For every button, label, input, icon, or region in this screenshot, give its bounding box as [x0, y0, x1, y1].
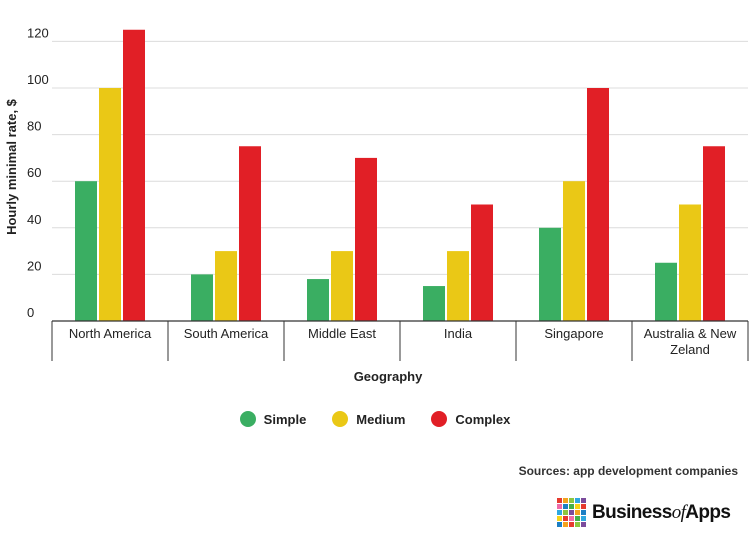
bar-medium — [99, 88, 121, 321]
logo-tile — [575, 498, 580, 503]
category-label: Middle East — [308, 326, 376, 341]
logo-tile — [557, 522, 562, 527]
bar-medium — [563, 181, 585, 321]
x-axis — [51, 320, 749, 361]
category-label: North America — [69, 326, 152, 341]
y-axis-title: Hourly minimal rate, $ — [4, 98, 19, 235]
category-label: South America — [184, 326, 269, 341]
logo-tile — [569, 498, 574, 503]
bars — [75, 29, 725, 321]
category-label: Australia & New — [644, 326, 737, 341]
bar-complex — [587, 88, 609, 321]
bar-medium — [215, 251, 237, 321]
legend-swatch — [239, 411, 256, 427]
y-tick-label: 0 — [27, 305, 34, 320]
legend-item-medium: Medium — [332, 411, 405, 427]
logo-tile — [581, 498, 586, 503]
y-tick-label: 80 — [27, 119, 41, 134]
logo-tile — [581, 522, 586, 527]
brand-logo-icon — [557, 498, 586, 527]
logo-tile — [563, 516, 568, 521]
logo-tile — [575, 510, 580, 515]
logo-tile — [557, 504, 562, 509]
bar-medium — [679, 204, 701, 321]
logo-tile — [581, 516, 586, 521]
legend-item-simple: Simple — [239, 411, 307, 427]
logo-tile — [581, 504, 586, 509]
brand-logo: BusinessofApps — [557, 498, 731, 527]
bar-medium — [331, 251, 353, 321]
category-label: Singapore — [544, 326, 603, 341]
legend-label: Simple — [263, 411, 307, 427]
grid-lines — [52, 40, 748, 275]
bar-complex — [471, 204, 493, 321]
y-tick-label: 20 — [27, 258, 41, 273]
y-tick-label: 100 — [27, 72, 49, 87]
category-label: Zeland — [670, 342, 710, 357]
logo-tile — [569, 516, 574, 521]
y-tick-label: 40 — [27, 212, 41, 227]
bar-medium — [447, 251, 469, 321]
bar-simple — [655, 262, 677, 321]
logo-tile — [575, 504, 580, 509]
logo-tile — [581, 510, 586, 515]
bar-complex — [355, 157, 377, 321]
logo-tile — [569, 522, 574, 527]
bar-chart: 0 20 40 60 80 100 120 North America South Ameri… — [4, 25, 749, 384]
bar-simple — [539, 227, 561, 321]
brand-wordmark: BusinessofApps — [592, 501, 731, 523]
category-labels: North America South America Middle East Ind… — [69, 326, 737, 357]
category-label: India — [444, 326, 473, 341]
logo-tile — [563, 504, 568, 509]
bar-simple — [75, 181, 97, 321]
legend-label: Complex — [455, 411, 511, 427]
x-axis-title: Geography — [354, 369, 423, 384]
logo-tile — [557, 498, 562, 503]
legend-label: Medium — [356, 411, 406, 427]
logo-tile — [563, 498, 568, 503]
logo-tile — [575, 522, 580, 527]
logo-tile — [569, 504, 574, 509]
bar-simple — [191, 274, 213, 321]
bar-simple — [307, 279, 329, 321]
y-tick-labels: 0 20 40 60 80 100 120 — [27, 25, 49, 320]
logo-tile — [563, 510, 568, 515]
legend-item-complex: Complex — [431, 411, 510, 427]
y-tick-label: 120 — [27, 25, 49, 40]
logo-tile — [575, 516, 580, 521]
legend-swatch — [431, 411, 448, 427]
legend-swatch — [332, 411, 349, 427]
y-tick-label: 60 — [27, 165, 41, 180]
bar-complex — [239, 146, 261, 321]
logo-tile — [569, 510, 574, 515]
source-note: Sources: app development companies — [518, 464, 738, 478]
logo-tile — [557, 516, 562, 521]
logo-tile — [557, 510, 562, 515]
bar-complex — [123, 29, 145, 321]
bar-complex — [703, 146, 725, 321]
bar-simple — [423, 286, 445, 321]
logo-tile — [563, 522, 568, 527]
legend: Simple Medium Complex — [0, 411, 750, 427]
